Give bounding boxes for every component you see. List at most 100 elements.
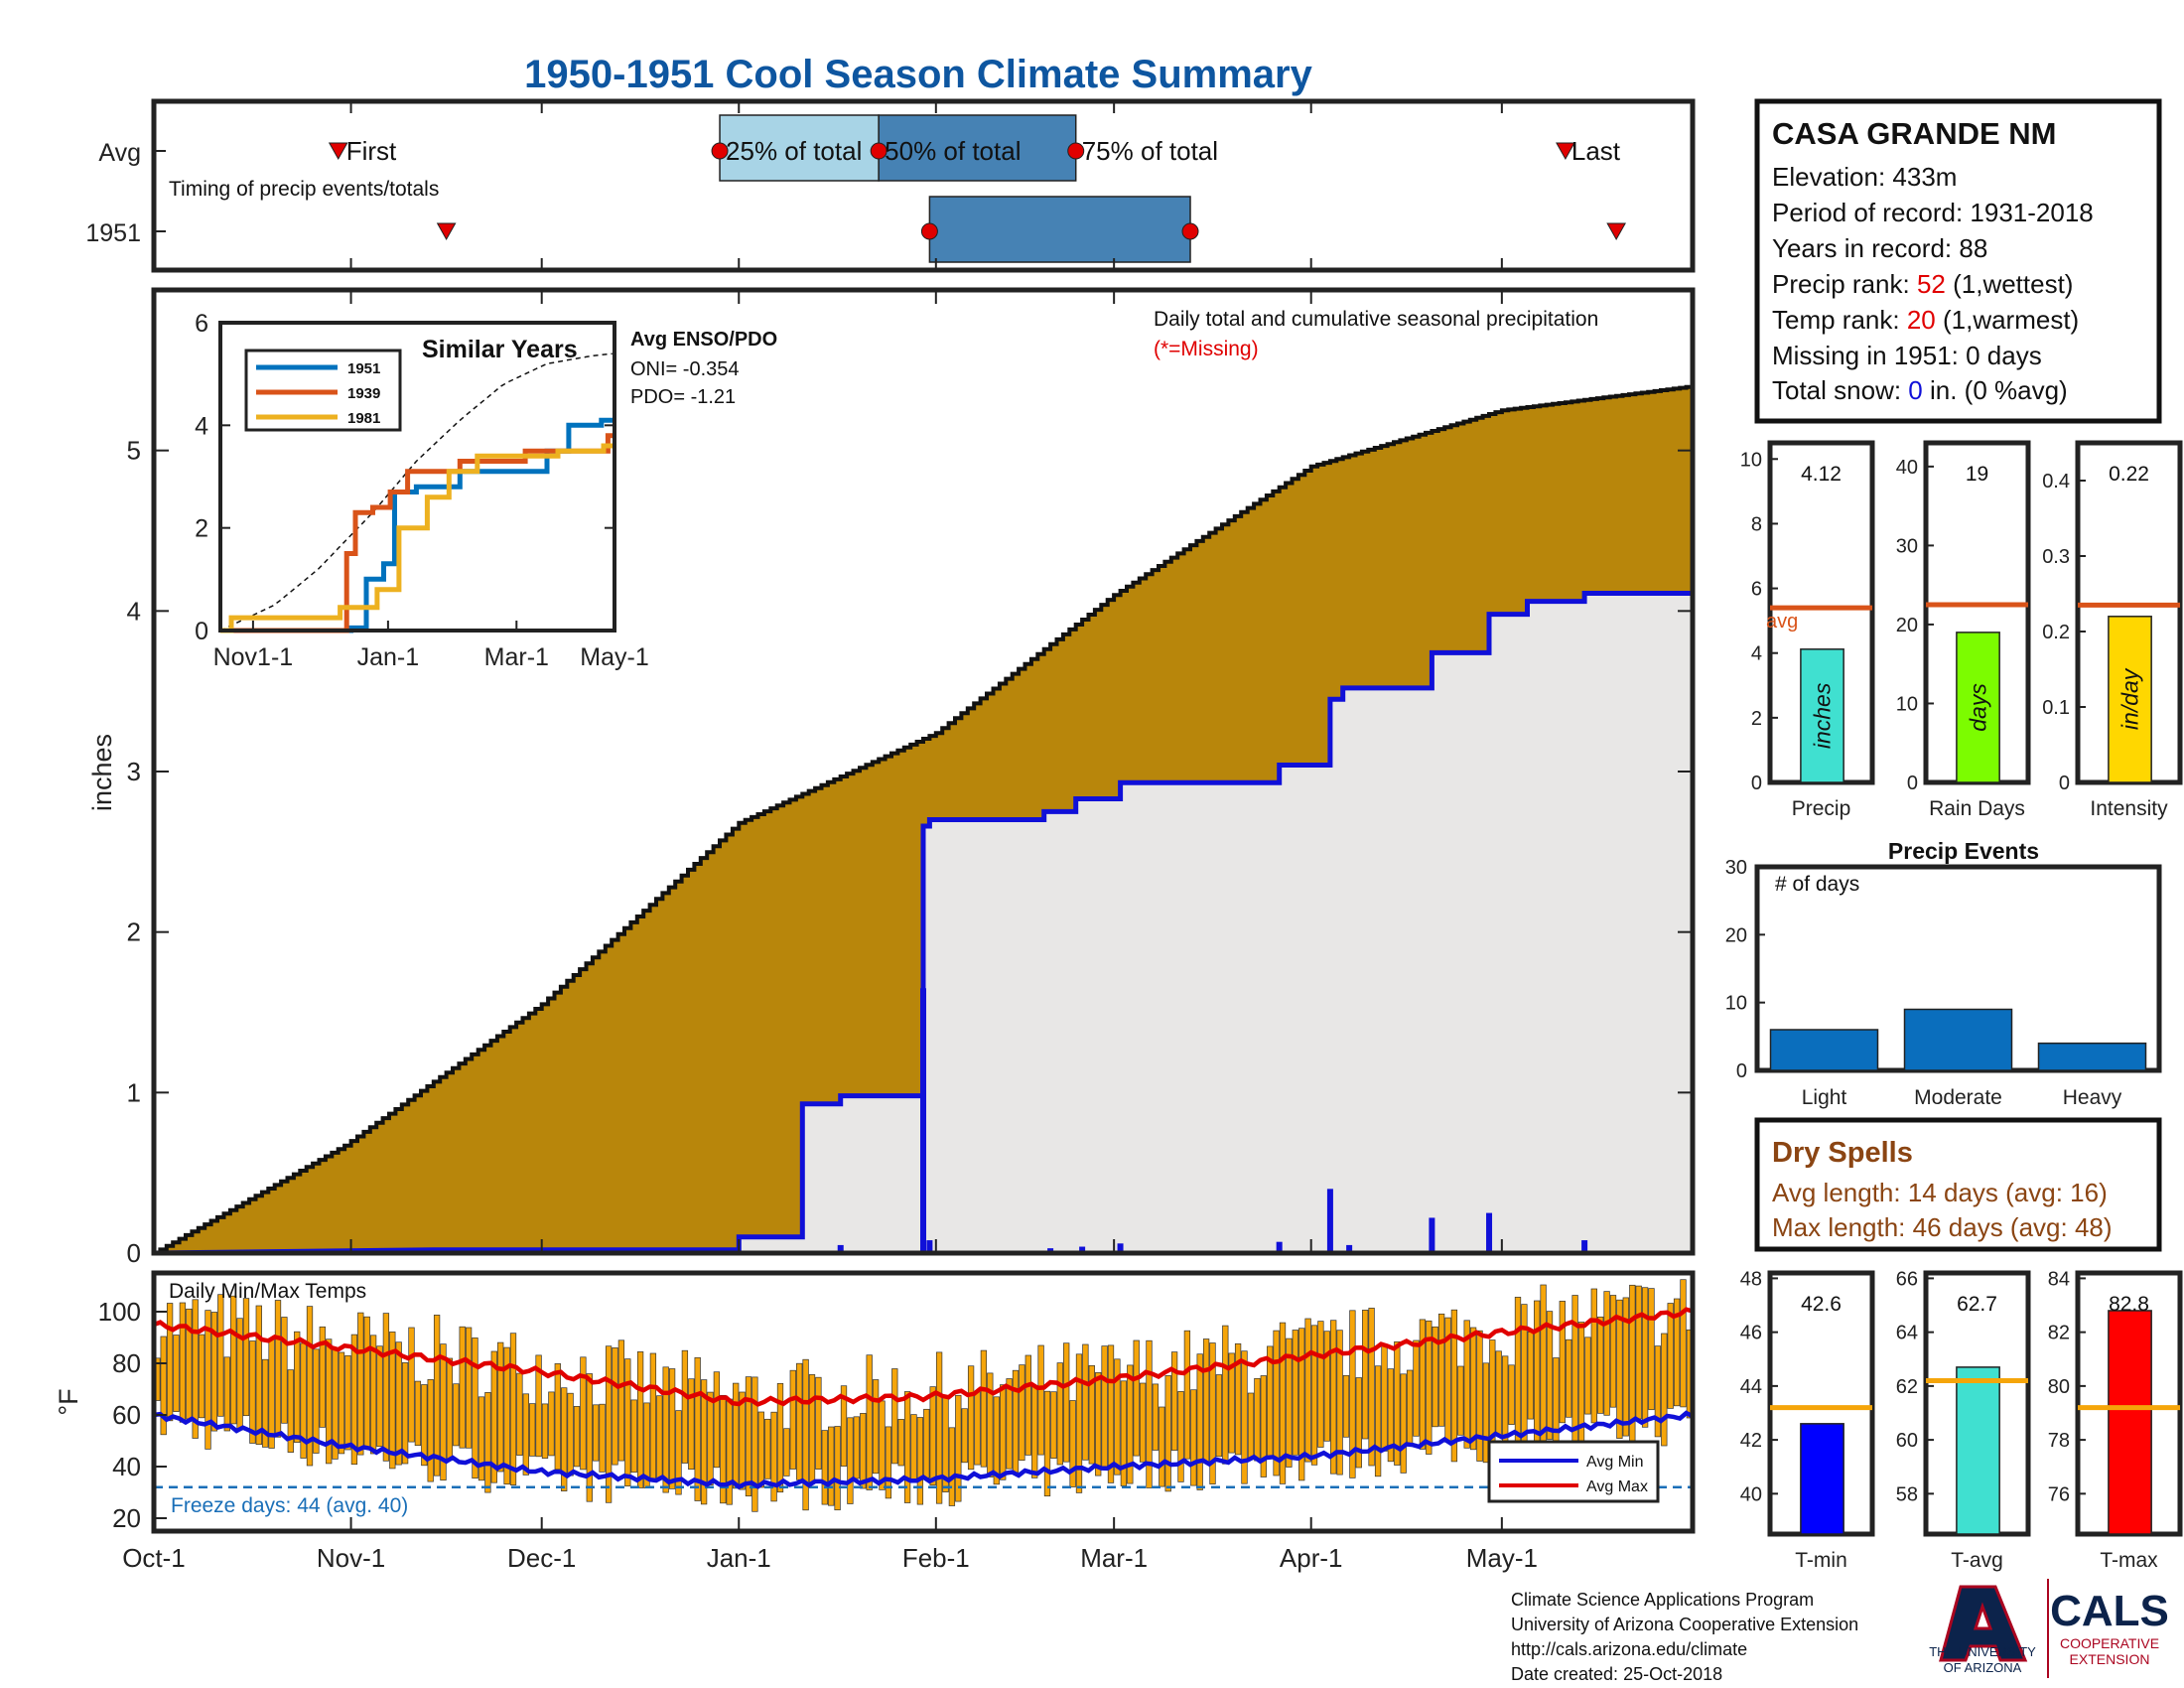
daily-temp-bar [217,1294,224,1417]
station-elevation: Elevation: 433m [1772,162,1957,192]
daily-temp-bar [1279,1322,1287,1484]
daily-temp-bar [1342,1374,1350,1438]
daily-temp-bar [1037,1344,1044,1456]
daily-temp-bar [401,1362,409,1465]
daily-temp-bar [509,1333,517,1485]
inset-avg-curve [219,352,613,632]
temp-summary-value-label: 42.6 [1801,1293,1842,1316]
temp-summary-x-label: T-min [1795,1549,1847,1572]
y1951-quartile-box [928,196,1191,263]
daily-temp-bar [1597,1316,1604,1414]
temp-summary-x-label: T-avg [1951,1549,2003,1572]
avg-p25-marker [711,142,729,160]
daily-temp-bar [1190,1389,1197,1486]
temp-summary-x-label: T-max [2100,1549,2158,1572]
inset-y-tick-label: 2 [195,515,208,543]
precip-y-tick-label: 3 [127,757,141,786]
daily-temp-bar [903,1391,911,1503]
temp-summary-y-tick-label: 62 [1896,1376,1918,1398]
daily-temp-bar [1450,1309,1458,1463]
inset-x-tick-label: Nov1-1 [213,643,294,671]
x-axis-tick-label: Oct-1 [122,1543,186,1573]
daily-temp-bar [230,1295,237,1425]
daily-temp-bar [675,1410,682,1495]
x-axis-tick-label: Dec-1 [507,1543,576,1573]
freeze-days-text: Freeze days: 44 (avg. 40) [171,1494,408,1517]
daily-temp-bar [567,1392,574,1477]
daily-precip-bar [1486,1212,1493,1253]
avg-quartile-2-box [878,114,1077,182]
daily-temp-bar [1146,1339,1153,1488]
daily-temp-bar [923,1408,930,1478]
daily-temp-bar [1241,1350,1248,1484]
daily-temp-bar [776,1382,784,1493]
daily-temp-bar [535,1354,542,1458]
daily-temp-bar [1336,1330,1343,1476]
footer-line-1: Climate Science Applications Program [1511,1590,1814,1610]
daily-temp-bar [1362,1310,1369,1440]
summary-y-tick-label: 20 [1896,615,1918,636]
daily-temp-bar [739,1391,746,1490]
daily-temp-bar [1317,1321,1324,1448]
daily-temp-bar [1584,1336,1591,1415]
missing-note: (*=Missing) [1154,338,1259,360]
daily-temp-bar [1432,1326,1438,1428]
inset-legend-label: 1951 [347,360,380,377]
daily-temp-bar [242,1298,250,1417]
daily-temp-bar [751,1376,758,1512]
daily-temp-bar [1661,1333,1668,1447]
daily-temp-bar [1120,1380,1128,1486]
daily-temp-bar [561,1387,568,1491]
daily-precip-bar [837,1244,844,1253]
precip-y-axis-label: inches [87,734,117,811]
daily-temp-bar [1648,1288,1655,1411]
daily-temp-bar [1540,1284,1547,1452]
daily-temp-bar [1133,1339,1140,1457]
daily-precip-bar [920,988,926,1253]
temp-summary-y-tick-label: 44 [1740,1376,1762,1398]
temp-y-tick-label: 60 [112,1400,141,1430]
daily-temp-bar [1107,1344,1115,1483]
daily-temp-bar [223,1356,230,1432]
inset-y-tick-label: 6 [195,310,208,338]
temp-y-tick-label: 100 [98,1297,141,1327]
daily-temp-bar [1635,1285,1642,1420]
cals-sub-line-1: COOPERATIVE [2060,1635,2159,1651]
daily-temp-bar [891,1368,898,1465]
daily-temp-bar [249,1340,256,1444]
daily-temp-bar [757,1411,764,1488]
daily-temp-bar [656,1395,663,1479]
daily-temp-bar [1292,1330,1298,1456]
legend-avg-max-label: Avg Max [1586,1478,1648,1495]
cals-logo-text: CALS [2050,1587,2169,1635]
inset-legend-label: 1981 [347,410,380,427]
daily-temp-bar [1095,1372,1102,1477]
daily-temp-bar [1508,1364,1515,1425]
summary-y-tick-label: 6 [1751,579,1762,601]
temp-summary-chart-2: 82.8 76 78 80 82 84 T-max [2048,1268,2183,1572]
temp-summary-value-label: 62.7 [1957,1293,1997,1316]
daily-temp-bar [465,1327,473,1449]
daily-temp-bar [789,1369,796,1470]
daily-temp-bar [879,1400,886,1490]
daily-temp-bar [369,1335,377,1455]
daily-temp-bar [554,1363,561,1471]
station-missing: Missing in 1951: 0 days [1772,341,2042,370]
daily-temp-bar [210,1312,218,1432]
footer-line-3: http://cals.arizona.edu/climate [1511,1639,1747,1659]
x-axis-tick-label: Nov-1 [317,1543,385,1573]
daily-temp-bar [1406,1369,1414,1446]
daily-temp-bar [662,1366,669,1493]
daily-temp-bar [1469,1327,1477,1451]
temp-summary-y-tick-label: 84 [2048,1268,2070,1290]
daily-temp-bar [617,1339,625,1462]
daily-temp-bar [1082,1343,1089,1461]
daily-temp-bar [987,1372,994,1477]
summary-unit-label: days [1966,683,1991,732]
daily-temp-bar [961,1408,968,1464]
precip-y-tick-label: 5 [127,436,141,466]
daily-temp-bar [1254,1377,1261,1462]
events-bar-moderate [1903,1008,2013,1071]
dry-spells-avg: Avg length: 14 days (avg: 16) [1772,1178,2108,1207]
